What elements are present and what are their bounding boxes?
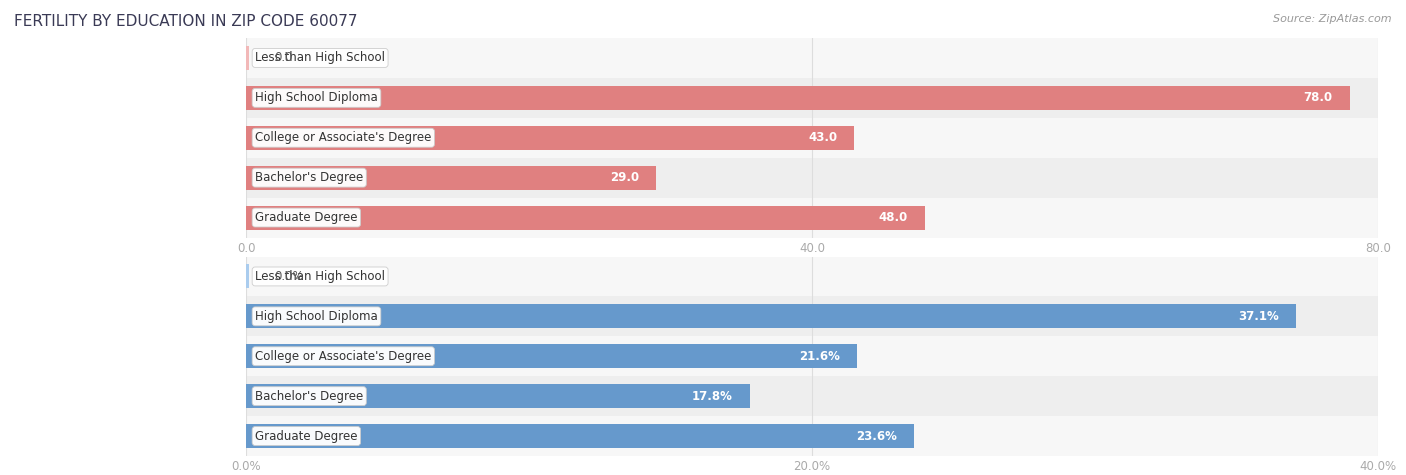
Text: 43.0: 43.0 [808,131,838,144]
Bar [0,376,1406,416]
Bar [0,416,1406,456]
Bar [0,296,1406,336]
Text: 48.0: 48.0 [879,211,908,224]
Bar [0,118,1406,158]
Text: 78.0: 78.0 [1303,91,1333,104]
Text: 17.8%: 17.8% [692,390,733,403]
Text: High School Diploma: High School Diploma [254,91,378,104]
Text: Bachelor's Degree: Bachelor's Degree [254,390,363,403]
Bar [246,424,914,448]
Text: 0.0%: 0.0% [274,270,304,283]
Text: 23.6%: 23.6% [856,429,897,443]
Bar [246,304,1296,328]
Text: College or Associate's Degree: College or Associate's Degree [254,350,432,363]
Bar [0,198,1406,238]
Bar [0,38,1406,78]
Bar [0,78,1406,118]
Text: Less than High School: Less than High School [254,270,385,283]
Text: 29.0: 29.0 [610,171,640,184]
Bar [246,384,749,408]
Text: Less than High School: Less than High School [254,51,385,65]
Text: 37.1%: 37.1% [1239,310,1279,323]
Text: 21.6%: 21.6% [800,350,841,363]
Text: Graduate Degree: Graduate Degree [254,429,357,443]
Text: 0.0: 0.0 [274,51,292,65]
Bar [246,344,858,368]
Bar [246,265,249,288]
Bar [246,166,657,190]
Text: College or Associate's Degree: College or Associate's Degree [254,131,432,144]
Text: High School Diploma: High School Diploma [254,310,378,323]
Bar [0,336,1406,376]
Text: FERTILITY BY EDUCATION IN ZIP CODE 60077: FERTILITY BY EDUCATION IN ZIP CODE 60077 [14,14,357,29]
Text: Graduate Degree: Graduate Degree [254,211,357,224]
Bar [246,86,1350,110]
Bar [246,126,855,150]
Text: Source: ZipAtlas.com: Source: ZipAtlas.com [1274,14,1392,24]
Bar [0,158,1406,198]
Bar [246,206,925,229]
Bar [0,256,1406,296]
Bar [246,46,249,70]
Text: Bachelor's Degree: Bachelor's Degree [254,171,363,184]
